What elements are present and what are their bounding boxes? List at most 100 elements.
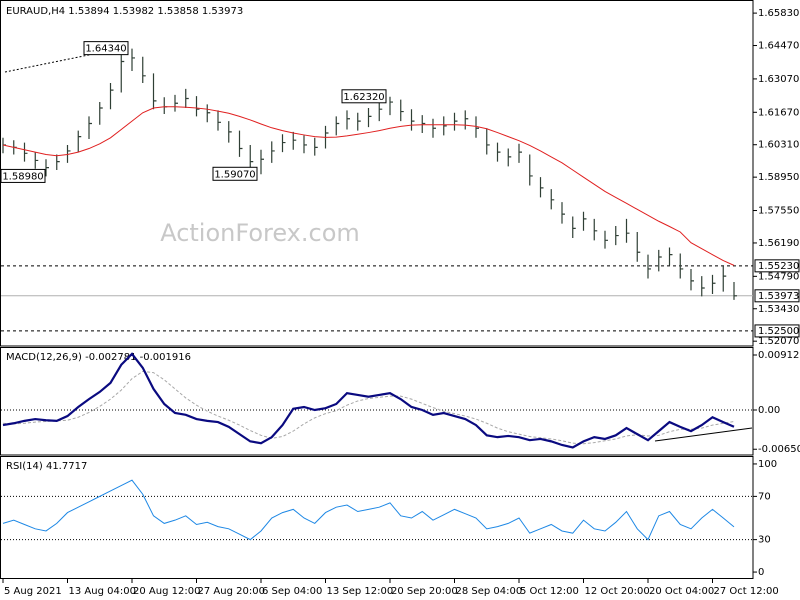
price-bar	[658, 249, 662, 272]
level-label: 1.55230	[758, 261, 799, 272]
price-bar	[109, 82, 114, 110]
rsi-line	[2, 479, 735, 541]
y-tick-label: 1.60310	[758, 140, 799, 151]
price-bar	[507, 148, 512, 167]
price-bar	[206, 104, 211, 123]
level-label-box	[754, 324, 800, 338]
price-bar	[432, 118, 436, 138]
price-bar	[228, 121, 232, 143]
x-tick-label: 13 Sep 12:00	[327, 586, 394, 597]
price-bar	[195, 96, 200, 117]
x-tick-label: 27 Oct 12:00	[714, 586, 779, 597]
price-bar	[733, 282, 737, 300]
y-tick-label: 0	[758, 567, 764, 578]
price-bar	[346, 110, 350, 130]
x-tick-label: 20 Sep 20:00	[391, 586, 458, 597]
price-bar	[271, 141, 275, 163]
y-tick-label: 70	[758, 491, 771, 502]
price-bar	[303, 135, 307, 154]
price-bar	[77, 130, 82, 153]
watermark: ActionForex.com	[160, 219, 360, 247]
price-bar	[45, 159, 49, 177]
y-tick-label: 1.53430	[758, 304, 799, 315]
price-bar	[281, 134, 286, 153]
price-bar	[400, 99, 404, 122]
y-tick-label: 0.00	[758, 405, 780, 416]
moving-average	[2, 106, 735, 266]
price-bar	[335, 116, 340, 136]
price-bar	[625, 218, 630, 243]
price-bar	[604, 230, 608, 249]
x-tick-label: 27 Aug 20:00	[198, 586, 265, 597]
x-tick-label: 5 Oct 12:00	[520, 586, 579, 597]
price-bar	[572, 216, 576, 238]
price-bar	[486, 128, 490, 155]
x-tick-label: 6 Sep 04:00	[262, 586, 322, 597]
level-label: 1.53973	[758, 291, 799, 302]
price-bar	[367, 108, 372, 128]
price-bar	[421, 115, 426, 134]
rsi-title: RSI(14) 41.7717	[6, 461, 87, 472]
y-tick-label: 1.61670	[758, 107, 799, 118]
y-tick-label: 100	[758, 459, 777, 470]
rsi-panel	[0, 456, 754, 579]
y-tick-label: 1.58950	[758, 172, 799, 183]
price-bar	[410, 109, 415, 131]
price-bar	[593, 218, 598, 241]
x-tick-label: 28 Sep 04:00	[456, 586, 523, 597]
price-bar	[99, 102, 103, 125]
annotation-box	[0, 168, 46, 183]
price-bar	[443, 116, 447, 136]
level-label-box	[754, 259, 800, 273]
x-tick-label: 20 Oct 04:00	[649, 586, 714, 597]
price-bar	[185, 88, 189, 109]
y-tick-label: 0.00912	[758, 350, 799, 361]
price-bar	[701, 276, 705, 297]
price-bar	[561, 202, 565, 224]
price-bar	[539, 177, 544, 198]
price-bar	[453, 112, 458, 131]
price-bar	[174, 94, 178, 112]
price-bar	[711, 274, 716, 294]
price-bar	[66, 144, 71, 163]
annotation-label: 1.59070	[214, 169, 255, 180]
x-tick-label: 5 Aug 2021	[4, 586, 62, 597]
annotation-label: 1.62320	[343, 92, 384, 103]
annotation-box	[83, 41, 129, 56]
price-bar	[142, 56, 146, 83]
y-tick-label: 1.65830	[758, 8, 799, 19]
y-tick-label: 1.54790	[758, 271, 799, 282]
price-bar	[238, 130, 243, 157]
y-tick-label: 1.64470	[758, 41, 799, 52]
level-label: 1.52500	[758, 326, 799, 337]
signal-line	[2, 370, 735, 445]
x-tick-label: 12 Oct 20:00	[585, 586, 650, 597]
price-bar	[529, 154, 533, 186]
price-bar	[389, 96, 393, 116]
y-tick-label: 1.63070	[758, 74, 799, 85]
price-bar	[260, 149, 264, 175]
y-tick-label: -0.006506	[758, 444, 800, 455]
price-bar	[496, 142, 501, 162]
y-tick-label: 1.57550	[758, 206, 799, 217]
chart-title: EURAUD,H4 1.53894 1.53982 1.53858 1.5397…	[6, 6, 243, 17]
price-bar	[582, 211, 587, 231]
annotation-box	[212, 166, 258, 181]
price-bar	[314, 137, 318, 156]
price-bar	[464, 110, 469, 130]
price-bar	[292, 131, 297, 150]
price-bar	[615, 226, 619, 246]
price-bar	[690, 268, 694, 291]
price-bar	[357, 112, 361, 131]
price-bar	[131, 48, 135, 72]
price-bar	[56, 154, 60, 170]
y-tick-label: 1.56190	[758, 238, 799, 249]
annotation-label: 1.58980	[2, 171, 43, 182]
price-bar	[152, 73, 157, 110]
price-bar	[668, 247, 673, 266]
y-tick-label: 1.52070	[758, 336, 799, 347]
price-bar	[217, 110, 221, 131]
macd-line	[2, 352, 735, 449]
